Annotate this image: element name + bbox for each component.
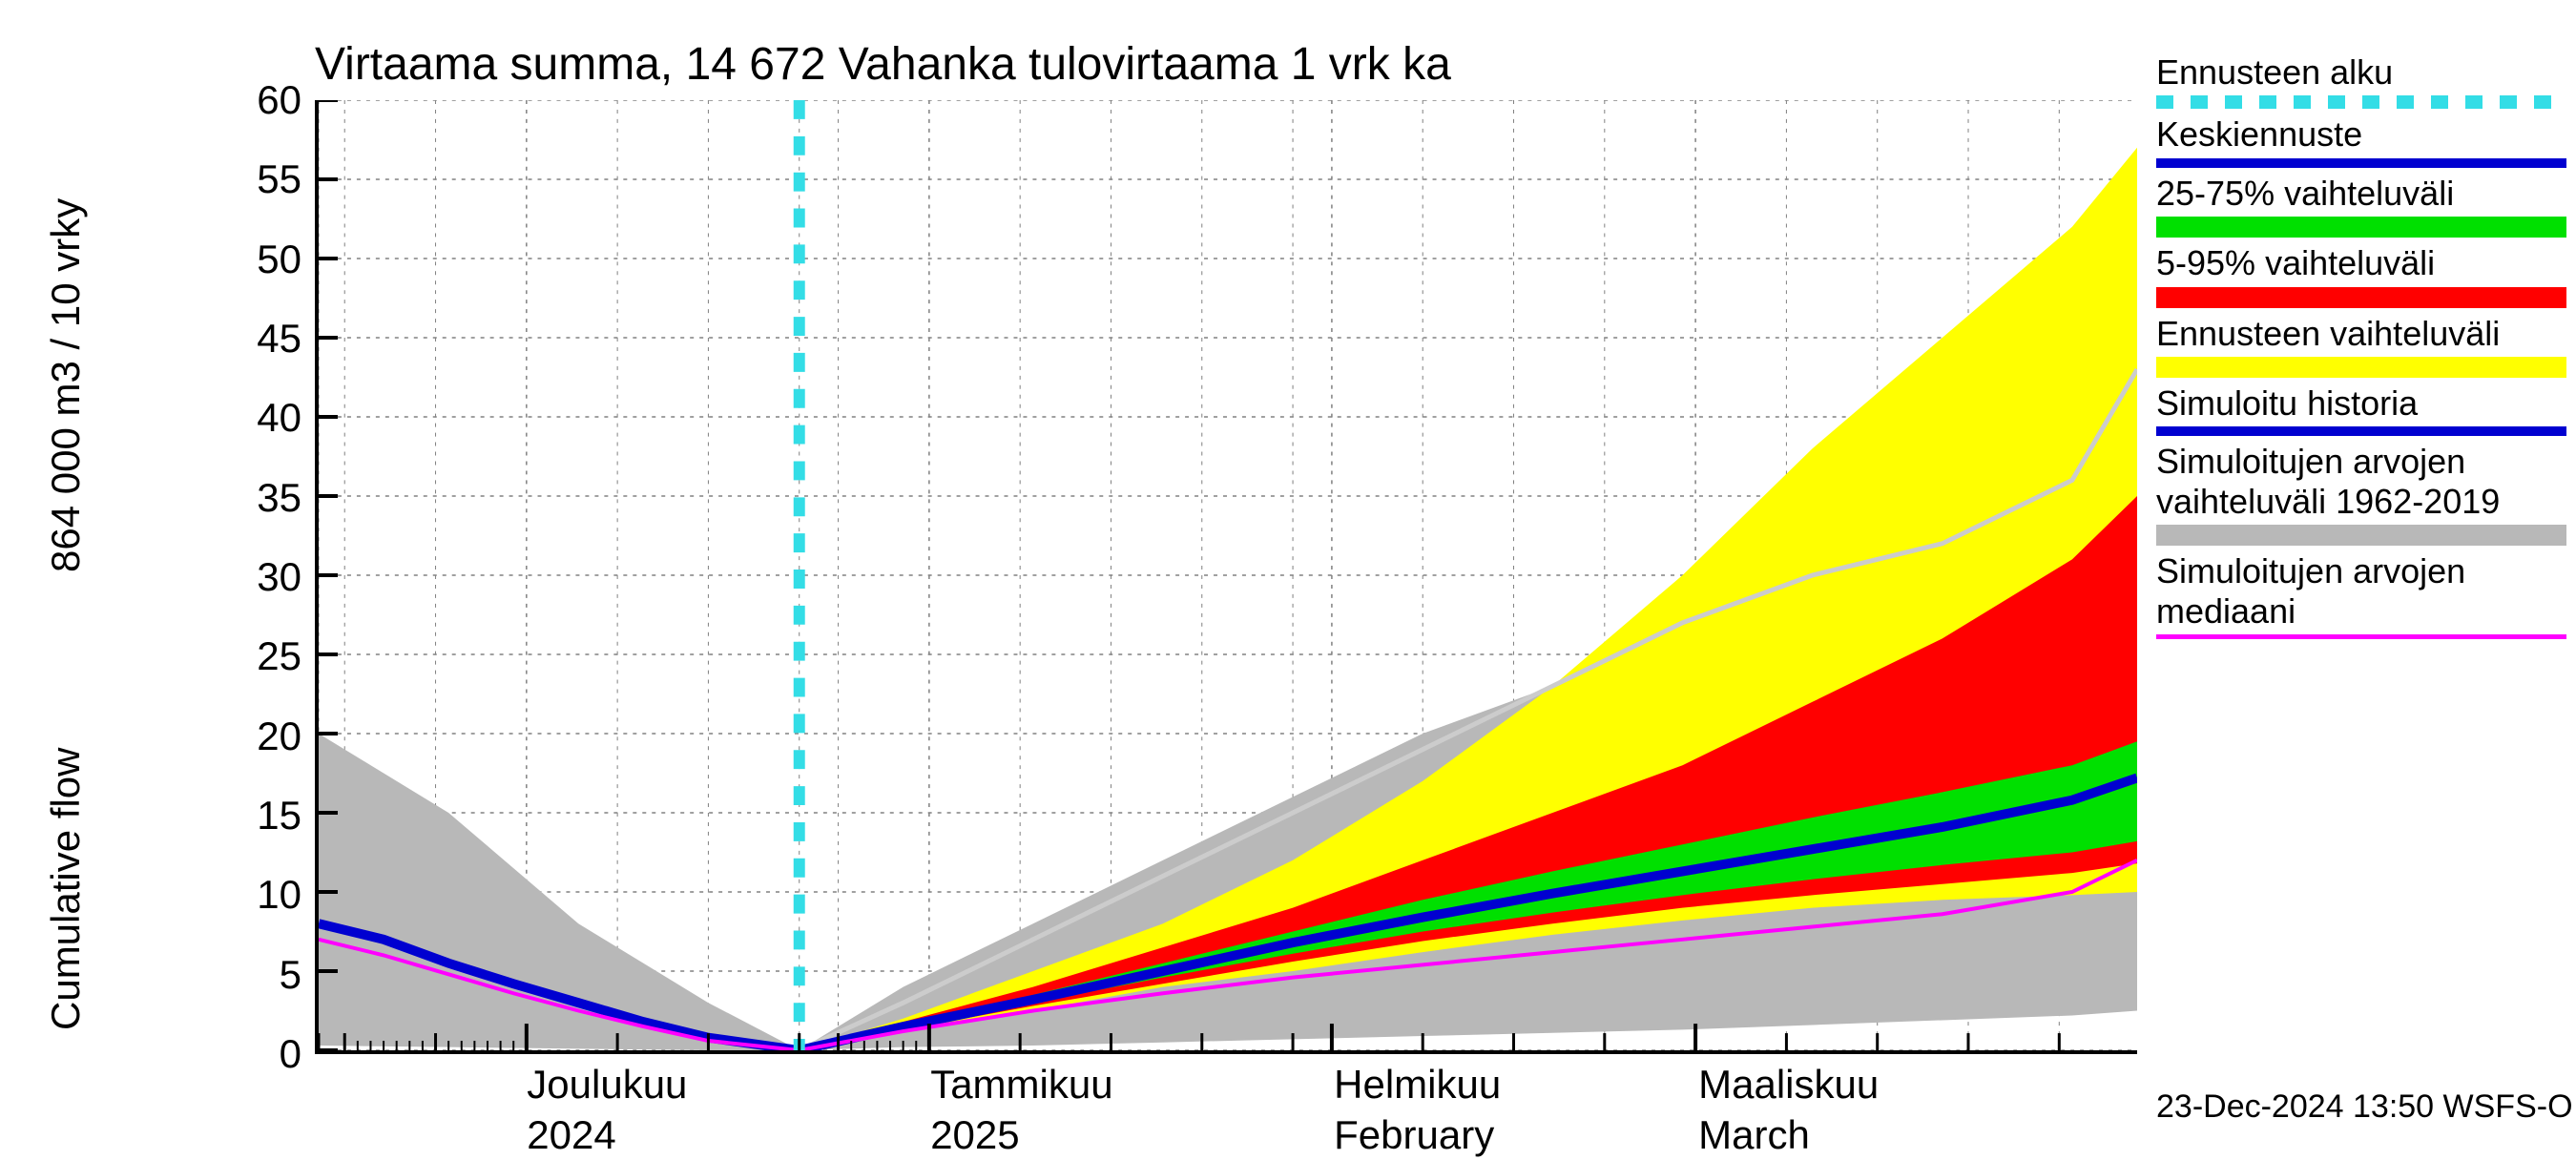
legend-label: Keskiennuste (2156, 114, 2566, 157)
y-axis-label-lower: Cumulative flow (43, 748, 89, 1030)
xtick-label: MaaliskuuMarch (1698, 1050, 1879, 1160)
xtick-label: Tammikuu2025 (930, 1050, 1112, 1160)
ytick-label: 35 (257, 475, 319, 521)
legend-item: Ennusteen vaihteluväli (2156, 314, 2566, 378)
legend-label: Ennusteen alku (2156, 52, 2566, 95)
legend-item: Simuloitu historia (2156, 383, 2566, 436)
ytick-label: 10 (257, 872, 319, 918)
legend-swatch (2156, 426, 2566, 436)
legend-label: Simuloitujen arvojen mediaani (2156, 551, 2566, 634)
legend-swatch (2156, 287, 2566, 308)
legend-item: Keskiennuste (2156, 114, 2566, 167)
ytick-label: 20 (257, 714, 319, 759)
ytick-label: 50 (257, 237, 319, 282)
ytick-label: 40 (257, 395, 319, 441)
y-axis-label-upper: 864 000 m3 / 10 vrky (43, 198, 89, 572)
ytick-label: 60 (257, 77, 319, 123)
plot-svg (319, 100, 2137, 1050)
legend-label: Simuloitujen arvojen vaihteluväli 1962-2… (2156, 442, 2566, 525)
legend-swatch (2156, 217, 2566, 238)
legend-label: 5-95% vaihteluväli (2156, 243, 2566, 286)
legend-label: 25-75% vaihteluväli (2156, 174, 2566, 217)
ytick-label: 15 (257, 793, 319, 839)
chart-title: Virtaama summa, 14 672 Vahanka tulovirta… (315, 38, 1451, 91)
legend: Ennusteen alku Keskiennuste 25-75% vaihtel… (2156, 52, 2566, 645)
ytick-label: 30 (257, 554, 319, 600)
ytick-label: 55 (257, 156, 319, 202)
legend-label: Ennusteen vaihteluväli (2156, 314, 2566, 357)
ytick-label: 45 (257, 316, 319, 362)
xtick-label: Joulukuu2024 (527, 1050, 687, 1160)
legend-item: Ennusteen alku (2156, 52, 2566, 109)
legend-swatch (2156, 525, 2566, 546)
legend-swatch (2156, 357, 2566, 378)
legend-label: Simuloitu historia (2156, 383, 2566, 426)
legend-swatch (2156, 95, 2566, 109)
legend-item: 5-95% vaihteluväli (2156, 243, 2566, 307)
plot-area: 051015202530354045505560Joulukuu2024Tamm… (315, 100, 2137, 1054)
ytick-label: 25 (257, 633, 319, 679)
xtick-label: HelmikuuFebruary (1334, 1050, 1501, 1160)
chart-canvas: Virtaama summa, 14 672 Vahanka tulovirta… (0, 0, 2576, 1145)
footer-timestamp: 23-Dec-2024 13:50 WSFS-O (2156, 1088, 2573, 1126)
legend-item: 25-75% vaihteluväli (2156, 174, 2566, 238)
ytick-label: 0 (280, 1031, 319, 1077)
legend-item: Simuloitujen arvojen vaihteluväli 1962-2… (2156, 442, 2566, 546)
legend-swatch (2156, 158, 2566, 168)
ytick-label: 5 (280, 952, 319, 998)
legend-item: Simuloitujen arvojen mediaani (2156, 551, 2566, 639)
legend-swatch (2156, 634, 2566, 639)
